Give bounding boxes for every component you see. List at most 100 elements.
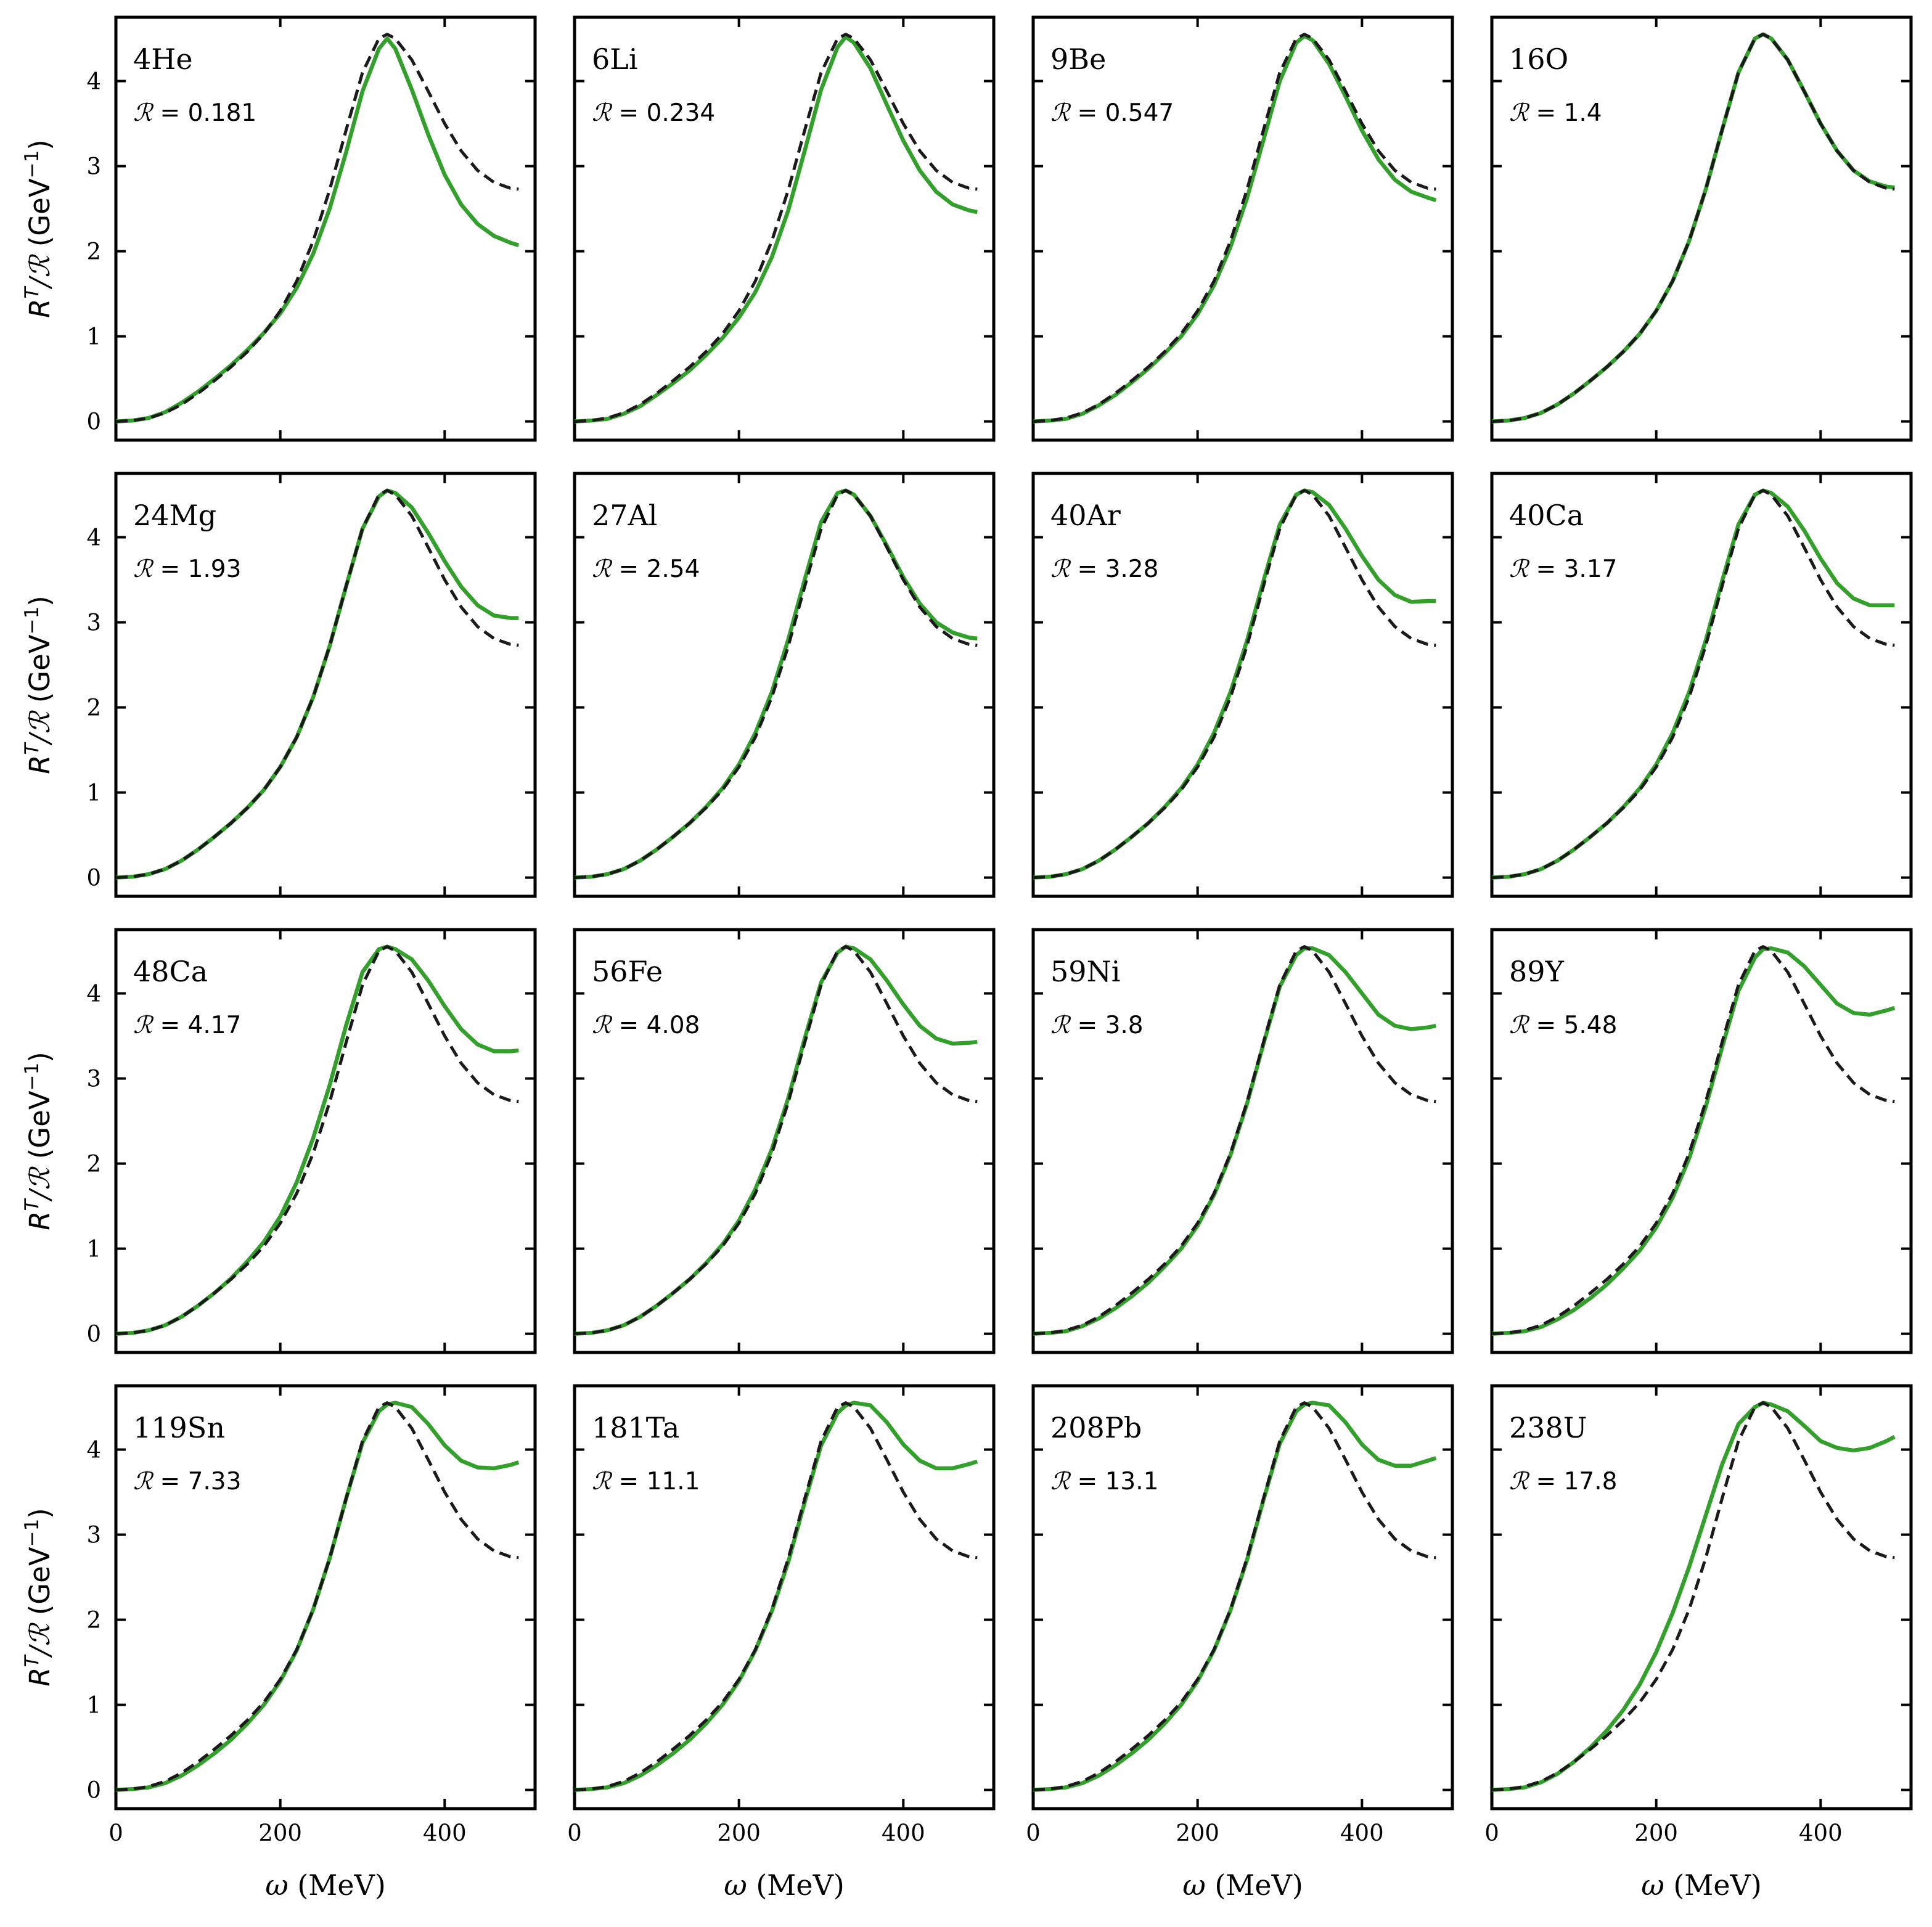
panel-frame xyxy=(1031,1384,1454,1810)
panel-89Y: 89Y ℛ = 5.48 xyxy=(1490,928,1913,1354)
y-axis-title: RT/ℛ (GeV−1) xyxy=(21,595,56,774)
x-axis-title: ω (MeV) xyxy=(1182,1868,1303,1902)
x-tick-label: 400 xyxy=(423,1820,467,1846)
panel-4He: 0 1 2 3 4 4He ℛ = 0.181 xyxy=(86,15,537,442)
reference-dashed-line xyxy=(116,489,519,880)
panel-9Be: 9Be ℛ = 0.547 xyxy=(1031,15,1454,442)
y-tick-label: 3 xyxy=(86,153,101,180)
y-tick-label: 3 xyxy=(86,610,101,636)
nucleus-label: 6Li xyxy=(592,43,638,76)
x-tick-label: 400 xyxy=(1340,1820,1384,1846)
reference-dashed-line xyxy=(116,33,519,423)
y-tick-label: 2 xyxy=(86,695,101,721)
r-value-label: ℛ = 4.17 xyxy=(133,1012,241,1039)
nucleus-label: 40Ca xyxy=(1509,499,1584,532)
reference-dashed-line xyxy=(575,33,978,423)
r-value-label: ℛ = 11.1 xyxy=(592,1468,700,1495)
r-value-label: ℛ = 3.8 xyxy=(1050,1012,1144,1039)
y-tick-label: 1 xyxy=(86,324,101,350)
nucleus-label: 89Y xyxy=(1509,955,1565,988)
panel-frame xyxy=(114,1384,537,1810)
y-tick-label: 4 xyxy=(86,981,101,1007)
nucleus-label: 40Ar xyxy=(1050,499,1121,532)
y-axis-title: RT/ℛ (GeV−1) xyxy=(21,139,56,318)
y-tick-label: 4 xyxy=(86,68,101,95)
nucleus-label: 181Ta xyxy=(592,1411,679,1444)
r-value-label: ℛ = 17.8 xyxy=(1509,1468,1617,1495)
panel-40Ar: 40Ar ℛ = 3.28 xyxy=(1031,472,1454,898)
y-tick-label: 0 xyxy=(86,1777,101,1804)
x-tick-label: 200 xyxy=(1634,1820,1678,1846)
panel-16O: 16O ℛ = 1.4 xyxy=(1490,15,1913,442)
r-value-label: ℛ = 0.547 xyxy=(1050,99,1174,127)
reference-dashed-line xyxy=(575,489,978,880)
panel-frame xyxy=(1490,928,1913,1354)
series-line-59Ni xyxy=(1033,946,1436,1336)
x-axis-title: ω (MeV) xyxy=(1641,1868,1762,1902)
y-tick-label: 3 xyxy=(86,1522,101,1549)
x-tick-label: 0 xyxy=(1484,1820,1499,1846)
nucleus-label: 238U xyxy=(1509,1411,1587,1444)
panel-frame xyxy=(573,1384,996,1810)
r-value-label: ℛ = 2.54 xyxy=(592,555,700,583)
nucleus-label: 48Ca xyxy=(133,955,208,988)
y-tick-label: 1 xyxy=(86,1236,101,1262)
panel-40Ca: 40Ca ℛ = 3.17 xyxy=(1490,472,1913,898)
panel-27Al: 27Al ℛ = 2.54 xyxy=(573,472,996,898)
reference-dashed-line xyxy=(1033,489,1436,880)
panel-frame xyxy=(573,15,996,442)
panel-frame xyxy=(114,472,537,898)
r-value-label: ℛ = 3.17 xyxy=(1509,555,1617,583)
x-tick-label: 0 xyxy=(567,1820,582,1846)
nucleus-label: 119Sn xyxy=(133,1411,225,1444)
x-axis-title: ω (MeV) xyxy=(265,1868,386,1902)
reference-dashed-line xyxy=(1033,33,1436,423)
panel-frame xyxy=(1031,472,1454,898)
panel-frame xyxy=(114,928,537,1354)
panel-frame xyxy=(1490,472,1913,898)
nucleus-label: 24Mg xyxy=(133,499,216,532)
nucleus-label: 208Pb xyxy=(1050,1411,1142,1444)
panel-59Ni: 59Ni ℛ = 3.8 xyxy=(1031,928,1454,1354)
y-tick-label: 0 xyxy=(86,409,101,435)
panel-frame xyxy=(573,472,996,898)
reference-dashed-line xyxy=(1492,945,1895,1336)
r-value-label: ℛ = 4.08 xyxy=(592,1012,700,1039)
y-axis-title: RT/ℛ (GeV−1) xyxy=(21,1052,56,1230)
panel-frame xyxy=(1490,15,1913,442)
r-value-label: ℛ = 7.33 xyxy=(133,1468,241,1495)
panel-frame xyxy=(1031,928,1454,1354)
reference-dashed-line xyxy=(1033,945,1436,1336)
reference-dashed-line xyxy=(575,945,978,1336)
reference-dashed-line xyxy=(116,945,519,1336)
r-value-label: ℛ = 0.181 xyxy=(133,99,256,127)
y-tick-label: 1 xyxy=(86,1692,101,1719)
reference-dashed-line xyxy=(1492,489,1895,880)
reference-dashed-line xyxy=(1492,1401,1895,1792)
panel-frame xyxy=(573,928,996,1354)
x-tick-label: 0 xyxy=(108,1820,123,1846)
panel-181Ta: 0 200 400 181Ta ℛ = 11.1 xyxy=(567,1384,996,1846)
series-line-89Y xyxy=(1492,946,1896,1336)
y-tick-label: 0 xyxy=(86,1321,101,1348)
y-tick-label: 2 xyxy=(86,1151,101,1177)
x-tick-label: 0 xyxy=(1026,1820,1041,1846)
nucleus-label: 27Al xyxy=(592,499,657,532)
nucleus-label: 16O xyxy=(1509,43,1568,76)
panel-48Ca: 0 1 2 3 4 48Ca ℛ = 4.17 xyxy=(86,928,537,1354)
r-value-label: ℛ = 1.4 xyxy=(1509,99,1602,127)
y-axis-title: RT/ℛ (GeV−1) xyxy=(21,1508,56,1687)
reference-dashed-line xyxy=(575,1401,978,1792)
r-value-label: ℛ = 13.1 xyxy=(1050,1468,1158,1495)
r-value-label: ℛ = 1.93 xyxy=(133,555,241,583)
x-tick-label: 200 xyxy=(717,1820,761,1846)
series-line-119Sn xyxy=(116,1401,520,1792)
panel-frame xyxy=(1490,1384,1913,1810)
panel-24Mg: 0 1 2 3 4 24Mg ℛ = 1.93 xyxy=(86,472,537,898)
y-tick-label: 3 xyxy=(86,1066,101,1092)
y-tick-label: 2 xyxy=(86,239,101,265)
reference-dashed-line xyxy=(116,1401,519,1792)
x-tick-label: 200 xyxy=(1176,1820,1219,1846)
panel-frame xyxy=(114,15,537,442)
